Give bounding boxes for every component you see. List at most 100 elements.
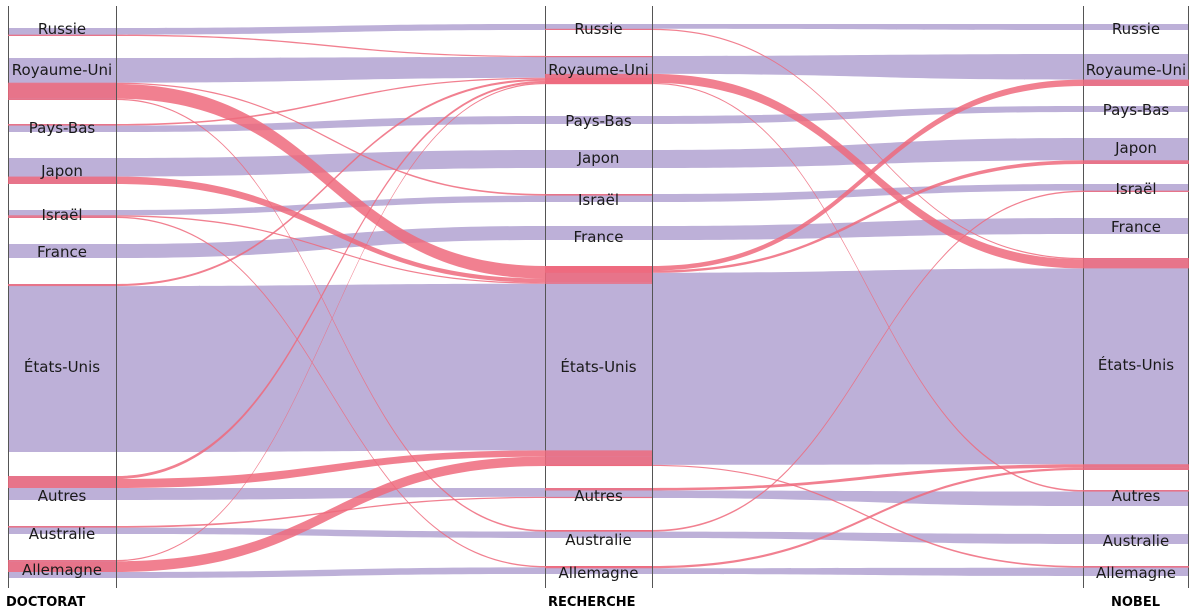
band-moved-nobel-etats-unis [1083, 467, 1189, 470]
label-recherche-royaume-uni: Royaume-Uni [548, 61, 648, 79]
band-moved-recherche-etats-unis [545, 450, 652, 457]
band-recherche-pays-bas [545, 116, 652, 124]
band-moved-doctorat-allemagne [8, 560, 116, 562]
label-recherche-autres: Autres [574, 487, 623, 505]
band-moved-recherche-etats-unis [545, 282, 652, 284]
label-nobel-royaume-uni: Royaume-Uni [1086, 61, 1186, 79]
label-doctorat-pays-bas: Pays-Bas [29, 119, 96, 137]
band-nobel-etats-unis [1083, 258, 1189, 470]
band-moved-nobel-royaume-uni [1083, 79, 1189, 86]
flow-rn-allemagne-to-etats-unis [652, 467, 1083, 569]
axes-layer [8, 6, 1189, 588]
label-recherche-pays-bas: Pays-Bas [565, 112, 632, 130]
flow-dr-autres-to-royaume-uni [116, 80, 545, 479]
label-nobel-pays-bas: Pays-Bas [1103, 101, 1170, 119]
flow-dr-pays-bas-to-pays-bas [116, 116, 545, 132]
band-moved-recherche-autres [545, 496, 652, 499]
flow-dr-japon-to-japon [116, 150, 545, 177]
flow-dr-pays-bas-to-royaume-uni [116, 77, 545, 126]
flow-rn-russie-to-russie [652, 24, 1083, 30]
label-doctorat-australie: Australie [29, 525, 95, 543]
band-recherche-russie [545, 24, 652, 30]
country-labels-layer: Russie Royaume-Uni Pays-Bas Japon Israël Fran… [12, 20, 1186, 582]
flow-dr-allemagne-to-etats-unis [116, 456, 545, 572]
band-moved-recherche-etats-unis [545, 278, 652, 283]
band-moved-nobel-allemagne [1083, 566, 1189, 568]
band-doctorat-etats-unis [8, 284, 116, 452]
label-doctorat-etats-unis: États-Unis [24, 357, 100, 376]
label-nobel-france: France [1111, 218, 1161, 236]
label-recherche-etats-unis: États-Unis [560, 357, 636, 376]
flow-rn-japon-to-japon [652, 138, 1083, 168]
band-moved-nobel-etats-unis [1083, 258, 1189, 260]
flow-dr-israel-to-allemagne [116, 216, 545, 568]
label-nobel-israel: Israël [1116, 180, 1157, 198]
band-recherche-japon [545, 150, 652, 168]
flow-dr-allemagne-to-allemagne [116, 567, 545, 578]
band-recherche-france [545, 226, 652, 240]
band-doctorat-france [8, 244, 116, 258]
flow-dr-russie-to-russie [116, 24, 545, 35]
band-nobel-pays-bas [1083, 106, 1189, 112]
flow-rn-royaume-uni-to-etats-unis [652, 73, 1083, 269]
label-recherche-australie: Australie [565, 531, 631, 549]
flow-dr-etats-unis-to-etats-unis [116, 283, 545, 452]
flow-dr-allemagne-to-royaume-uni [116, 82, 545, 562]
band-recherche-israel [545, 194, 652, 202]
flow-rn-etats-unis-to-royaume-uni [652, 79, 1083, 271]
flow-rn-etats-unis-to-etats-unis [652, 268, 1083, 465]
label-doctorat-allemagne: Allemagne [22, 561, 102, 579]
label-doctorat-royaume-uni: Royaume-Uni [12, 61, 112, 79]
label-recherche-russie: Russie [574, 20, 622, 38]
band-moved-nobel-autres [1083, 490, 1189, 492]
band-doctorat-pays-bas [8, 124, 116, 132]
band-moved-doctorat-israel [8, 216, 116, 218]
band-moved-recherche-israel [545, 194, 652, 196]
label-nobel-australie: Australie [1103, 532, 1169, 550]
flow-dr-australie-to-australie [116, 527, 545, 538]
band-moved-nobel-israel [1083, 190, 1189, 192]
band-moved-recherche-autres [545, 488, 652, 491]
band-recherche-autres [545, 488, 652, 498]
flow-rn-france-to-france [652, 218, 1083, 240]
band-moved-recherche-australie [545, 530, 652, 532]
flow-dr-autres-to-etats-unis [116, 450, 545, 488]
label-recherche-israel: Israël [578, 191, 619, 209]
band-recherche-etats-unis [545, 266, 652, 466]
label-nobel-autres: Autres [1112, 487, 1161, 505]
band-doctorat-israel [8, 210, 116, 218]
band-moved-doctorat-royaume-uni [8, 82, 116, 84]
band-moved-nobel-japon [1083, 160, 1189, 164]
axis-header-recherche: RECHERCHE [548, 595, 636, 610]
flow-rn-royaume-uni-to-autres [652, 82, 1083, 492]
band-recherche-allemagne [545, 566, 652, 574]
flows-layer [116, 24, 1083, 578]
flow-dr-france-to-france [116, 226, 545, 258]
band-moved-recherche-etats-unis [545, 270, 652, 273]
flow-rn-australie-to-israel [652, 190, 1083, 532]
label-doctorat-autres: Autres [38, 487, 87, 505]
flow-dr-russie-to-royaume-uni [116, 34, 545, 58]
flow-rn-autres-to-autres [652, 490, 1083, 506]
label-doctorat-japon: Japon [40, 162, 83, 180]
flow-rn-etats-unis-to-allemagne [652, 464, 1083, 568]
band-moved-recherche-etats-unis [545, 464, 652, 467]
band-nobel-france [1083, 218, 1189, 234]
label-doctorat-israel: Israël [42, 206, 83, 224]
band-moved-doctorat-israel [8, 215, 116, 217]
band-moved-doctorat-etats-unis [8, 284, 116, 287]
flow-dr-japon-to-etats-unis [116, 176, 545, 283]
band-moved-doctorat-royaume-uni [8, 98, 116, 100]
flow-rn-allemagne-to-allemagne [652, 567, 1083, 576]
band-moved-recherche-royaume-uni [545, 82, 652, 85]
band-moved-doctorat-royaume-uni [8, 83, 116, 99]
axis-header-doctorat: DOCTORAT [6, 595, 85, 610]
band-moved-doctorat-pays-bas [8, 124, 116, 126]
band-nobel-japon [1083, 138, 1189, 164]
label-nobel-etats-unis: États-Unis [1098, 355, 1174, 374]
band-moved-doctorat-autres [8, 479, 116, 488]
label-doctorat-france: France [37, 243, 87, 261]
label-nobel-russie: Russie [1112, 20, 1160, 38]
